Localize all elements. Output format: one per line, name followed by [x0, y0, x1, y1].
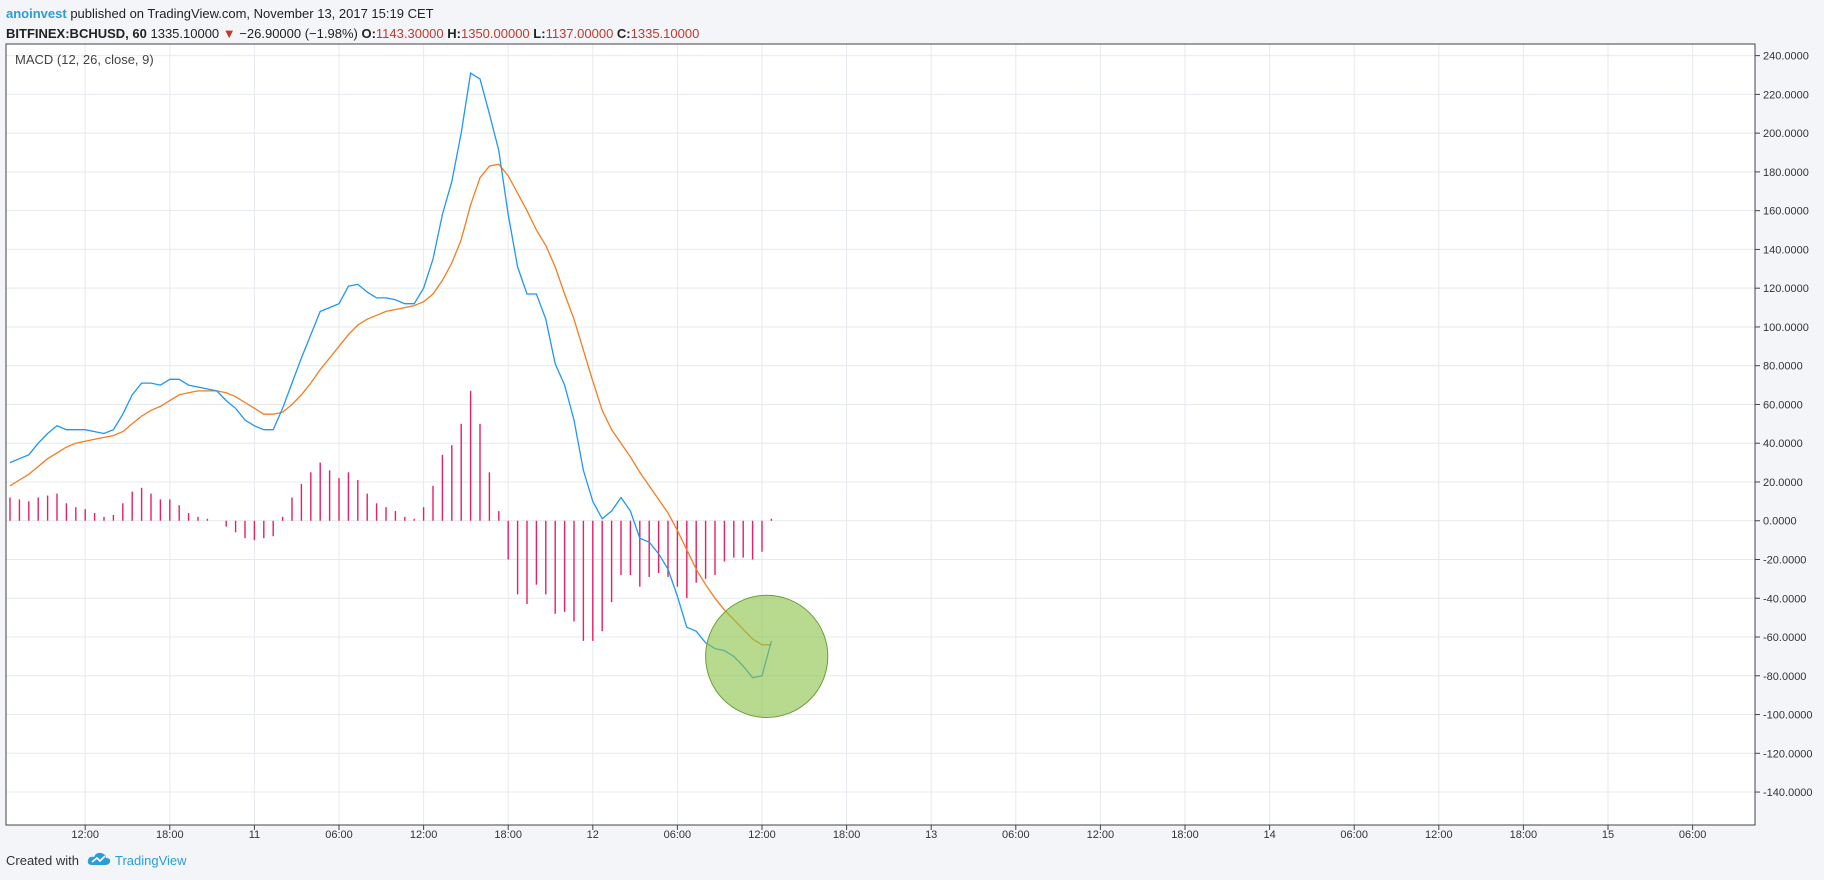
y-tick-label: -100.0000 [1763, 710, 1813, 722]
x-tick-label: 12:00 [1425, 829, 1453, 841]
y-tick-label: 20.0000 [1763, 477, 1803, 489]
low-label: L: [533, 26, 546, 41]
y-tick-label: 100.0000 [1763, 322, 1809, 334]
y-tick-label: 120.0000 [1763, 283, 1809, 295]
tradingview-link[interactable]: TradingView [114, 853, 187, 868]
x-tick-label: 06:00 [1679, 829, 1707, 841]
price-axis[interactable]: 240.0000 220.0000 200.0000 180.0000 160.0000… [1755, 51, 1813, 799]
x-tick-label: 12:00 [71, 829, 99, 841]
high-value: 1350.00000 [460, 26, 530, 41]
x-tick-label: 12:00 [410, 829, 438, 841]
x-tick-label: 18:00 [156, 829, 184, 841]
grid-lines [6, 44, 1755, 825]
y-tick-label: 220.0000 [1763, 89, 1809, 101]
x-tick-label: 14 [1263, 829, 1275, 841]
x-tick-label: 06:00 [664, 829, 692, 841]
publish-info: published on TradingView.com, November 1… [70, 6, 434, 21]
down-arrow-icon: ▼ [222, 26, 236, 41]
x-tick-label: 15 [1602, 829, 1614, 841]
line-series [9, 72, 773, 679]
publish-line: anoinvest published on TradingView.com, … [6, 4, 699, 24]
x-tick-label: 06:00 [1340, 829, 1368, 841]
y-tick-label: -40.0000 [1763, 593, 1806, 605]
open-value: 1143.30000 [375, 26, 444, 41]
y-tick-label: 40.0000 [1763, 438, 1803, 450]
highlight-circle[interactable] [705, 594, 829, 718]
x-tick-label: 06:00 [1002, 829, 1030, 841]
x-tick-label: 13 [925, 829, 937, 841]
y-tick-label: 160.0000 [1763, 206, 1809, 218]
price-change: −26.90000 (−1.98%) [239, 26, 358, 41]
y-tick-label: 80.0000 [1763, 361, 1803, 373]
y-tick-label: 240.0000 [1763, 51, 1809, 63]
x-tick-label: 06:00 [325, 829, 353, 841]
y-tick-label: -80.0000 [1763, 671, 1806, 683]
y-tick-label: -120.0000 [1763, 748, 1813, 760]
close-label: C: [616, 26, 631, 41]
y-tick-label: -60.0000 [1763, 632, 1806, 644]
x-tick-label: 18:00 [494, 829, 522, 841]
y-tick-label: -140.0000 [1763, 787, 1813, 799]
created-with-label: Created with [6, 853, 79, 868]
plot-area-background [6, 44, 1755, 825]
open-label: O: [361, 26, 376, 41]
y-tick-label: -20.0000 [1763, 554, 1806, 566]
symbol-line: BITFINEX:BCHUSD, 60 1335.10000 ▼ −26.900… [6, 24, 699, 44]
y-tick-label: 0.0000 [1763, 516, 1797, 528]
histogram-series [9, 390, 773, 641]
annotation-layer [705, 594, 829, 718]
symbol-name: BITFINEX:BCHUSD, 60 [6, 26, 147, 41]
time-axis[interactable]: 12:00 18:00 11 06:00 12:00 18:00 12 06:00 12:00 1… [71, 825, 1706, 841]
indicator-label[interactable]: MACD (12, 26, close, 9) [15, 52, 154, 67]
x-tick-label: 12:00 [748, 829, 776, 841]
y-tick-label: 180.0000 [1763, 167, 1809, 179]
chart-header: anoinvest published on TradingView.com, … [6, 4, 699, 44]
low-value: 1137.00000 [545, 26, 614, 41]
x-tick-label: 12:00 [1087, 829, 1115, 841]
signal-line [9, 163, 772, 646]
last-price: 1335.10000 [150, 26, 220, 41]
y-tick-label: 60.0000 [1763, 399, 1803, 411]
tradingview-cloud-icon[interactable] [87, 852, 111, 869]
close-value: 1335.10000 [630, 26, 700, 41]
y-tick-label: 200.0000 [1763, 128, 1809, 140]
x-tick-label: 18:00 [1171, 829, 1199, 841]
x-tick-label: 11 [249, 829, 260, 841]
x-tick-label: 12 [587, 829, 599, 841]
macd-line [9, 72, 773, 679]
y-tick-label: 140.0000 [1763, 244, 1809, 256]
high-label: H: [447, 26, 461, 41]
footer: Created with TradingView [6, 852, 187, 869]
x-tick-label: 18:00 [833, 829, 861, 841]
x-tick-label: 18:00 [1510, 829, 1538, 841]
author-link[interactable]: anoinvest [6, 6, 67, 21]
